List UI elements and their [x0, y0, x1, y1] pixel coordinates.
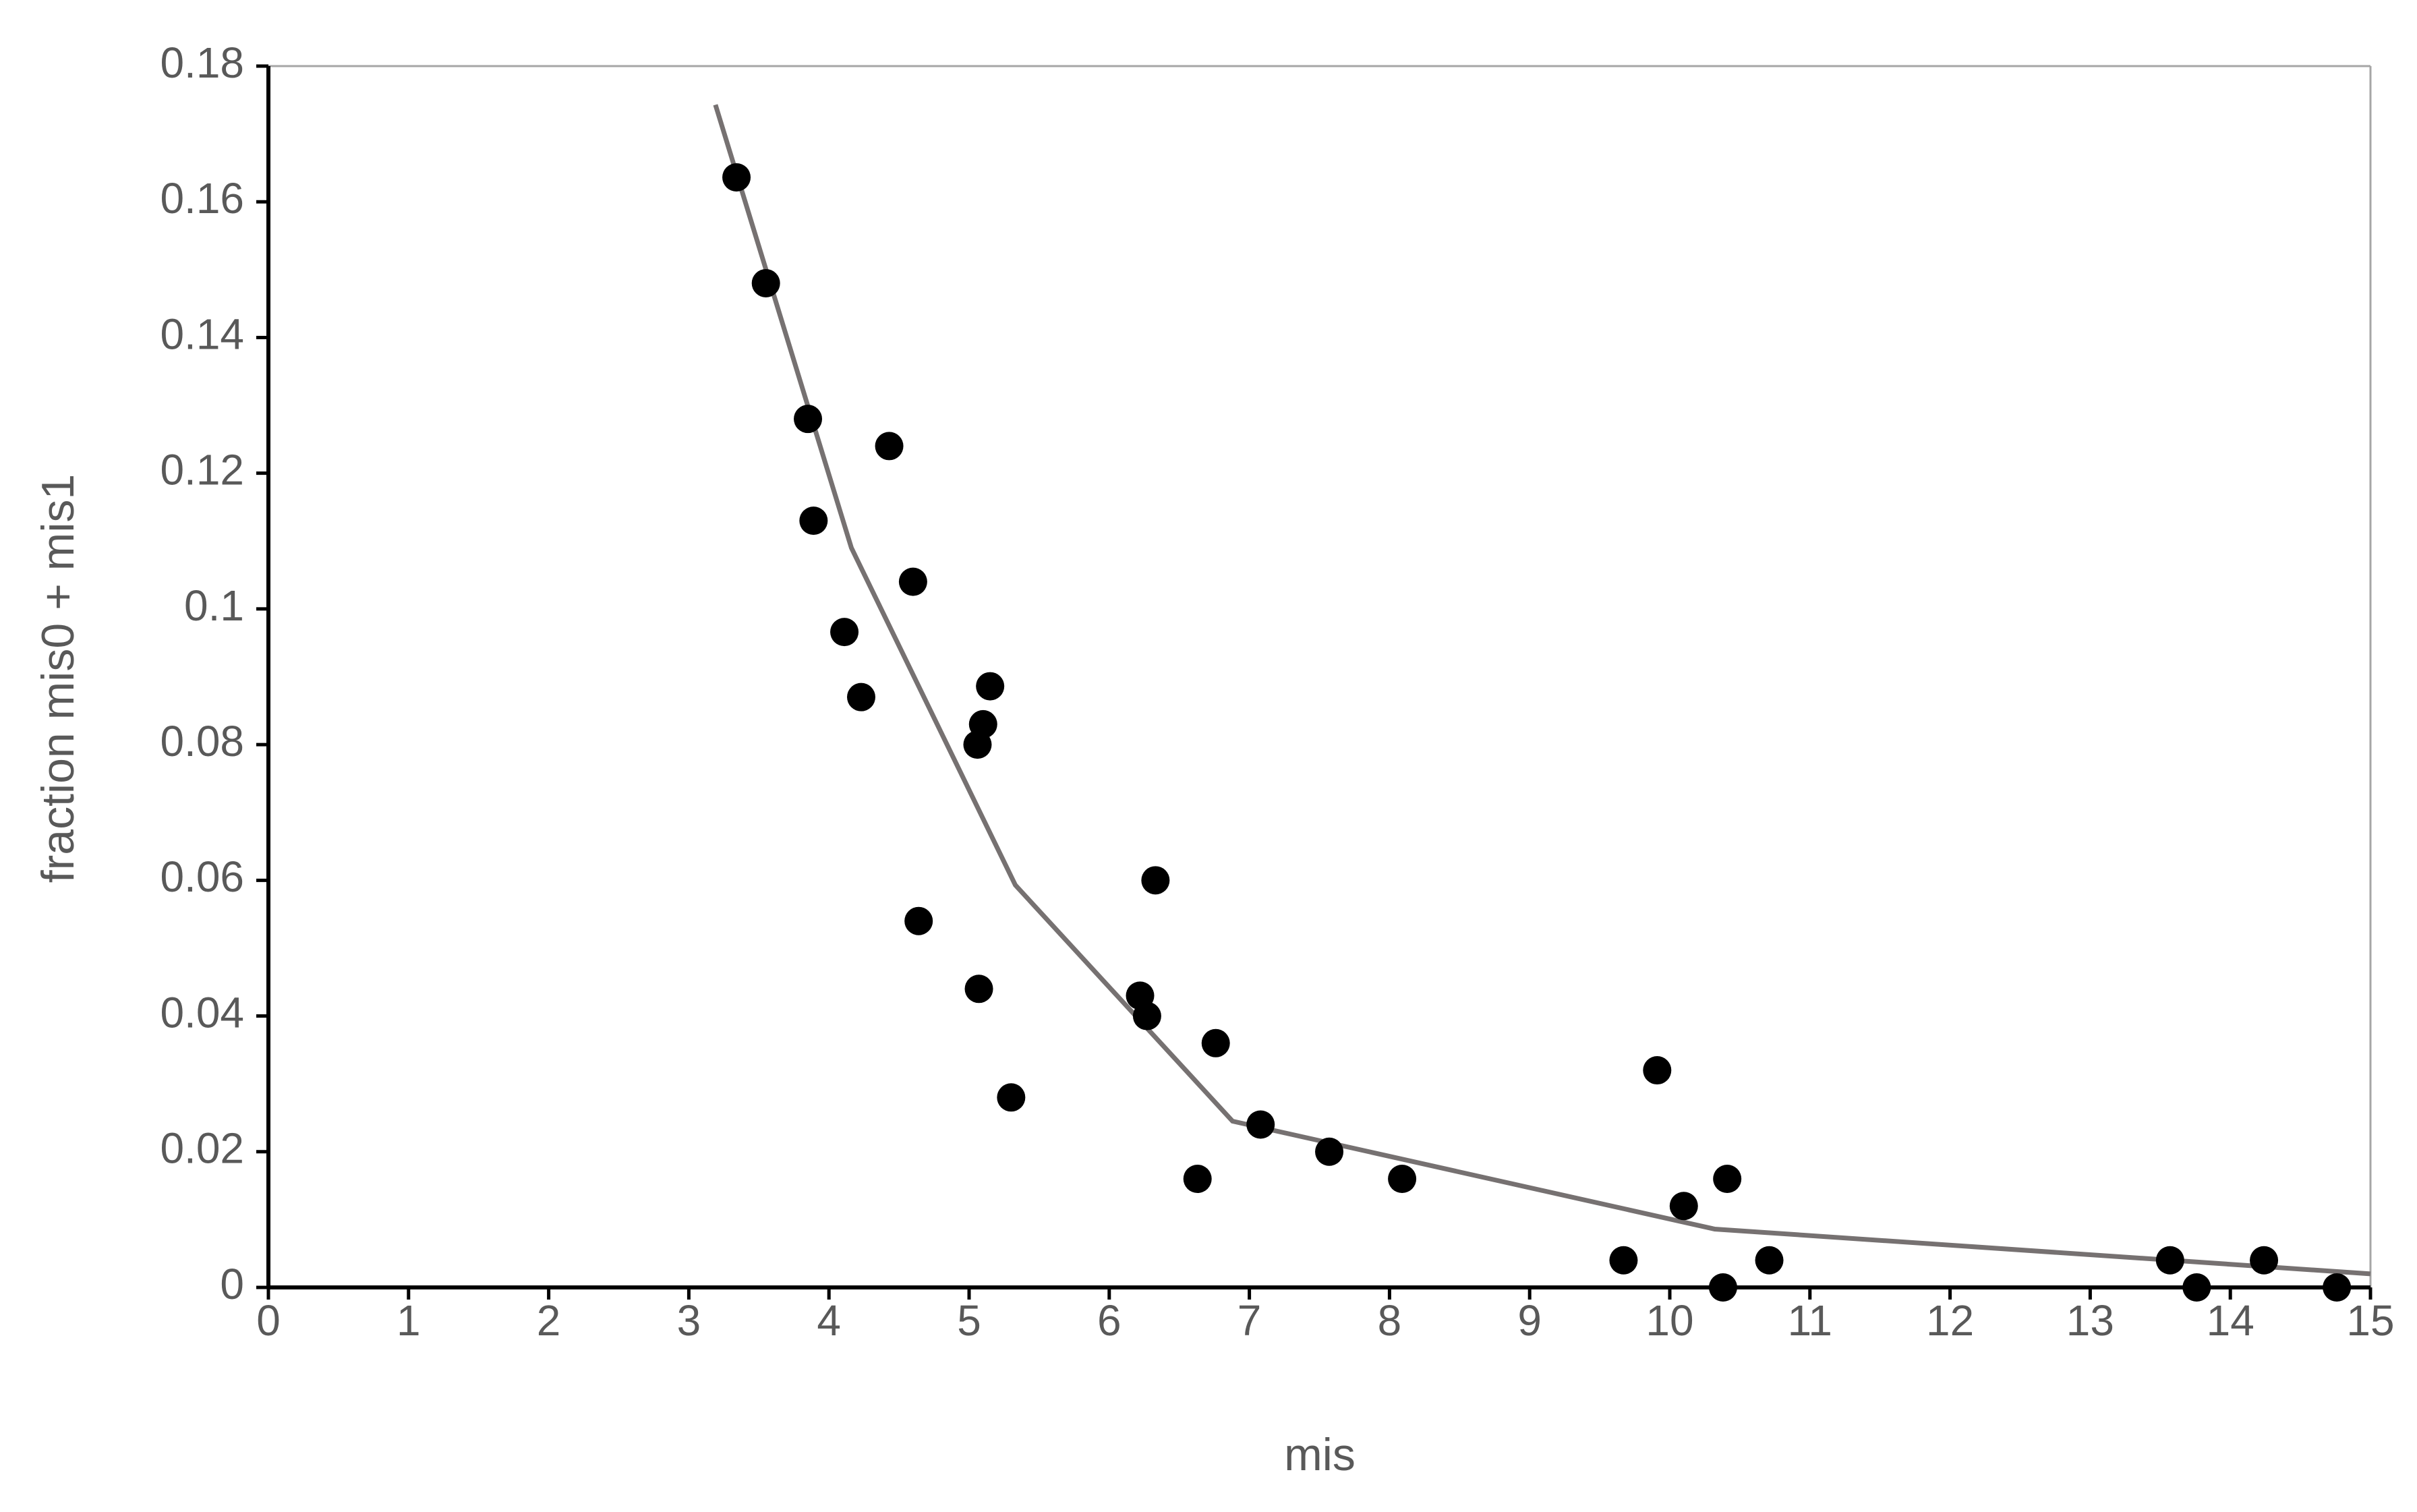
y-tick-label: 0.06 [160, 852, 244, 901]
y-tick-label: 0.1 [184, 581, 244, 630]
data-point [2250, 1246, 2279, 1275]
data-point [963, 730, 992, 759]
data-point [1755, 1246, 1784, 1275]
data-point [2182, 1273, 2211, 1302]
data-point [976, 672, 1005, 701]
x-tick-label: 12 [1926, 1296, 1974, 1345]
data-point [1201, 1028, 1230, 1057]
data-point [1132, 1001, 1161, 1030]
trend-line [713, 104, 2371, 1277]
y-tick-label: 0 [220, 1260, 244, 1308]
y-tick-label: 0.02 [160, 1124, 244, 1173]
x-tick-label: 8 [1378, 1296, 1402, 1345]
data-point [846, 682, 875, 711]
x-tick-label: 10 [1646, 1296, 1693, 1345]
data-point [1183, 1165, 1212, 1194]
data-point [799, 506, 828, 535]
data-point [2155, 1246, 2184, 1275]
data-point [997, 1083, 1026, 1112]
data-point [1141, 866, 1170, 895]
y-tick-label: 0.16 [160, 174, 244, 223]
data-point [722, 163, 751, 192]
data-point [1713, 1165, 1742, 1194]
data-point [964, 975, 993, 1004]
data-point [2323, 1273, 2352, 1302]
x-tick-label: 3 [677, 1296, 701, 1345]
data-point [1669, 1192, 1698, 1221]
data-point [751, 268, 780, 297]
data-point [1708, 1273, 1737, 1302]
y-tick-label: 0.08 [160, 717, 244, 765]
x-tick-label: 1 [397, 1296, 421, 1345]
x-tick-label: 13 [2066, 1296, 2114, 1345]
data-point [898, 567, 927, 596]
x-tick-label: 4 [817, 1296, 841, 1345]
x-tick-label: 15 [2346, 1296, 2394, 1345]
y-axis-title: fraction mis0 + mis1 [32, 474, 84, 883]
data-point [1246, 1110, 1275, 1139]
y-tick-label: 0.12 [160, 446, 244, 494]
x-tick-label: 0 [256, 1296, 281, 1345]
data-point [1315, 1137, 1344, 1166]
x-tick-label: 9 [1517, 1296, 1542, 1345]
data-point [794, 405, 823, 434]
data-point [1609, 1246, 1638, 1275]
x-tick-label: 7 [1237, 1296, 1262, 1345]
data-point [1643, 1056, 1672, 1085]
data-point [830, 618, 859, 647]
x-axis-title: mis [1284, 1429, 1356, 1480]
y-tick-label: 0.04 [160, 988, 244, 1037]
x-tick-label: 14 [2207, 1296, 2254, 1345]
x-tick-label: 2 [537, 1296, 561, 1345]
y-tick-label: 0.14 [160, 310, 244, 358]
data-point [1388, 1165, 1417, 1194]
x-tick-label: 6 [1097, 1296, 1122, 1345]
y-tick-label: 0.18 [160, 38, 244, 87]
data-point [875, 432, 904, 461]
data-point [904, 906, 933, 935]
x-tick-label: 5 [957, 1296, 981, 1345]
x-tick-label: 11 [1788, 1296, 1832, 1345]
